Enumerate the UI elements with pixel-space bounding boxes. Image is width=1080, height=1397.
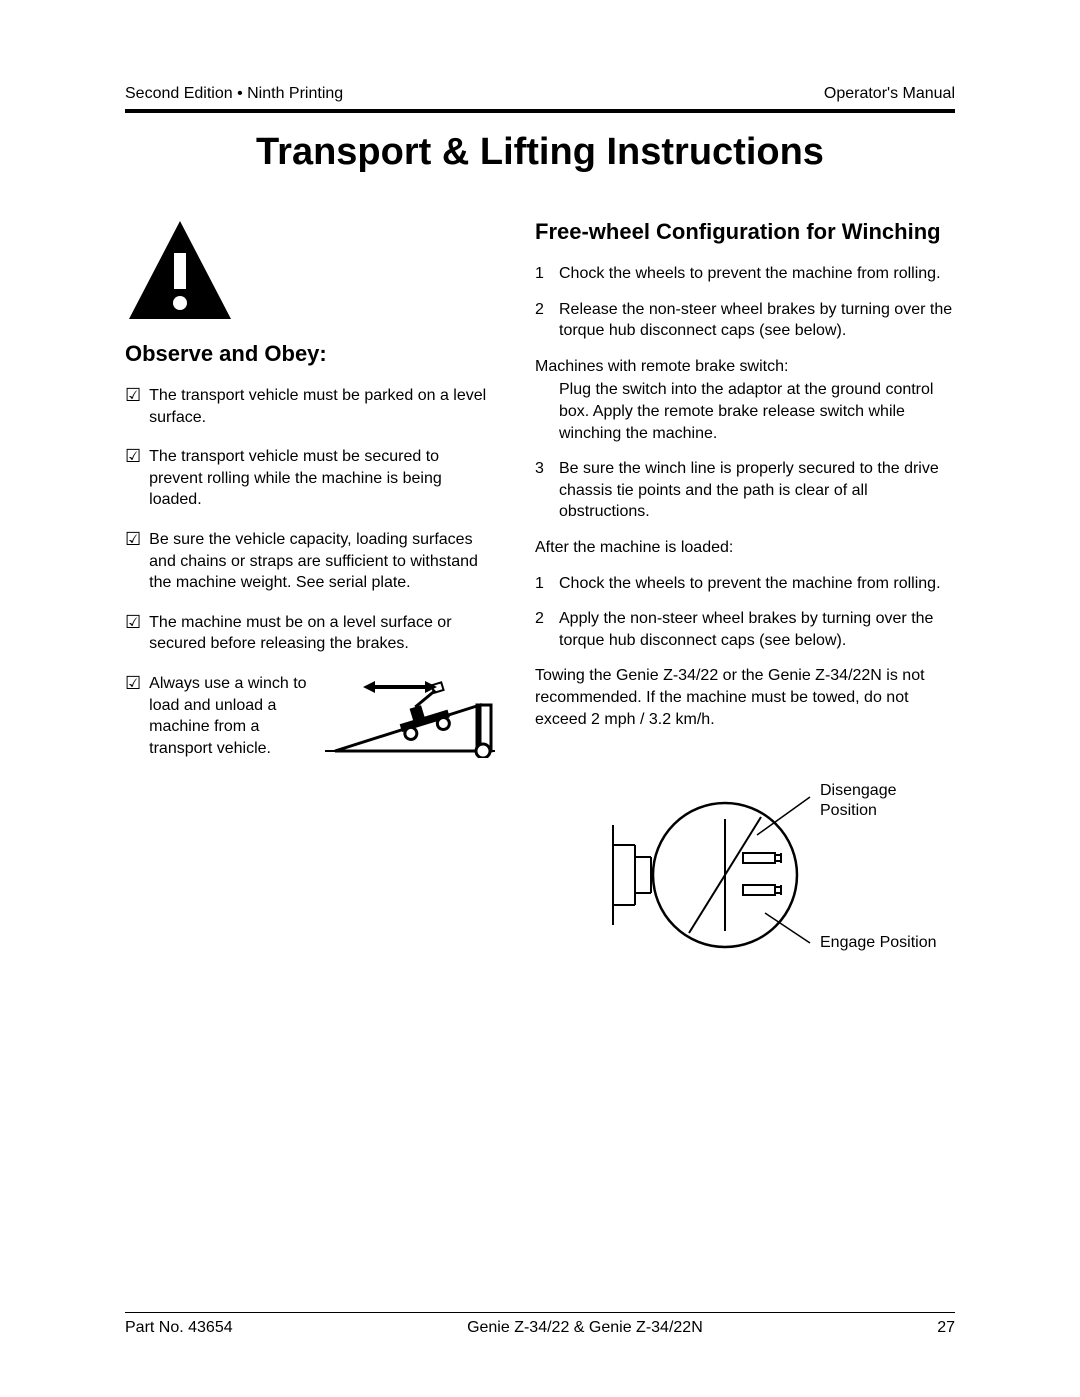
checkbox-icon: ☑	[125, 530, 141, 548]
step-number: 2	[535, 299, 549, 342]
check-item: ☑ The transport vehicle must be parked o…	[125, 385, 495, 428]
check-text: Be sure the vehicle capacity, loading su…	[149, 529, 495, 594]
edition-text: Second Edition • Ninth Printing	[125, 85, 343, 103]
step-text: Chock the wheels to prevent the machine …	[559, 573, 955, 595]
checkbox-icon: ☑	[125, 447, 141, 465]
footer-rule	[125, 1312, 955, 1314]
check-text: Always use a winch to load and unload a …	[149, 673, 317, 759]
check-item: ☑ Be sure the vehicle capacity, loading …	[125, 529, 495, 594]
numbered-step: 2 Apply the non-steer wheel brakes by tu…	[535, 608, 955, 651]
step-text: Release the non-steer wheel brakes by tu…	[559, 299, 955, 342]
engage-label: Engage Position	[820, 933, 937, 953]
left-column: Observe and Obey: ☑ The transport vehicl…	[125, 219, 495, 975]
checkbox-icon: ☑	[125, 386, 141, 404]
note-heading: Machines with remote brake switch:	[535, 356, 955, 378]
content-columns: Observe and Obey: ☑ The transport vehicl…	[125, 219, 955, 975]
header-rule	[125, 109, 955, 113]
checkbox-icon: ☑	[125, 674, 141, 692]
note-body: Plug the switch into the adaptor at the …	[559, 379, 955, 444]
step-number: 2	[535, 608, 549, 651]
model-text: Genie Z-34/22 & Genie Z-34/22N	[467, 1319, 703, 1337]
header-row: Second Edition • Ninth Printing Operator…	[125, 85, 955, 103]
right-column: Free-wheel Configuration for Winching 1 …	[535, 219, 955, 975]
numbered-step: 1 Chock the wheels to prevent the machin…	[535, 573, 955, 595]
page-title: Transport & Lifting Instructions	[125, 131, 955, 174]
step-text: Apply the non-steer wheel brakes by turn…	[559, 608, 955, 651]
check-item: ☑ The transport vehicle must be secured …	[125, 446, 495, 511]
check-text: The transport vehicle must be secured to…	[149, 446, 495, 511]
step-number: 3	[535, 458, 549, 523]
ramp-illustration	[325, 673, 495, 763]
check-item: ☑ The machine must be on a level surface…	[125, 612, 495, 655]
checkbox-icon: ☑	[125, 613, 141, 631]
part-number: Part No. 43654	[125, 1319, 233, 1337]
step-text: Chock the wheels to prevent the machine …	[559, 263, 955, 285]
after-load-text: After the machine is loaded:	[535, 537, 955, 559]
check-text: The machine must be on a level surface o…	[149, 612, 495, 655]
hub-diagram: Disengage Position Engage Position	[605, 775, 955, 975]
footer-row: Part No. 43654 Genie Z-34/22 & Genie Z-3…	[125, 1319, 955, 1337]
observe-heading: Observe and Obey:	[125, 341, 495, 367]
doc-type-text: Operator's Manual	[824, 85, 955, 103]
freewheel-heading: Free-wheel Configuration for Winching	[535, 219, 955, 245]
disengage-label: Disengage Position	[820, 781, 955, 821]
numbered-step: 2 Release the non-steer wheel brakes by …	[535, 299, 955, 342]
step-number: 1	[535, 263, 549, 285]
step-text: Be sure the winch line is properly secur…	[559, 458, 955, 523]
numbered-step: 3 Be sure the winch line is properly sec…	[535, 458, 955, 523]
warning-icon	[125, 219, 495, 329]
check-text: The transport vehicle must be parked on …	[149, 385, 495, 428]
towing-text: Towing the Genie Z-34/22 or the Genie Z-…	[535, 665, 955, 730]
check-item: ☑ Always use a winch to load and unload …	[125, 673, 495, 763]
numbered-step: 1 Chock the wheels to prevent the machin…	[535, 263, 955, 285]
footer: Part No. 43654 Genie Z-34/22 & Genie Z-3…	[125, 1312, 955, 1338]
step-number: 1	[535, 573, 549, 595]
page-number: 27	[937, 1319, 955, 1337]
